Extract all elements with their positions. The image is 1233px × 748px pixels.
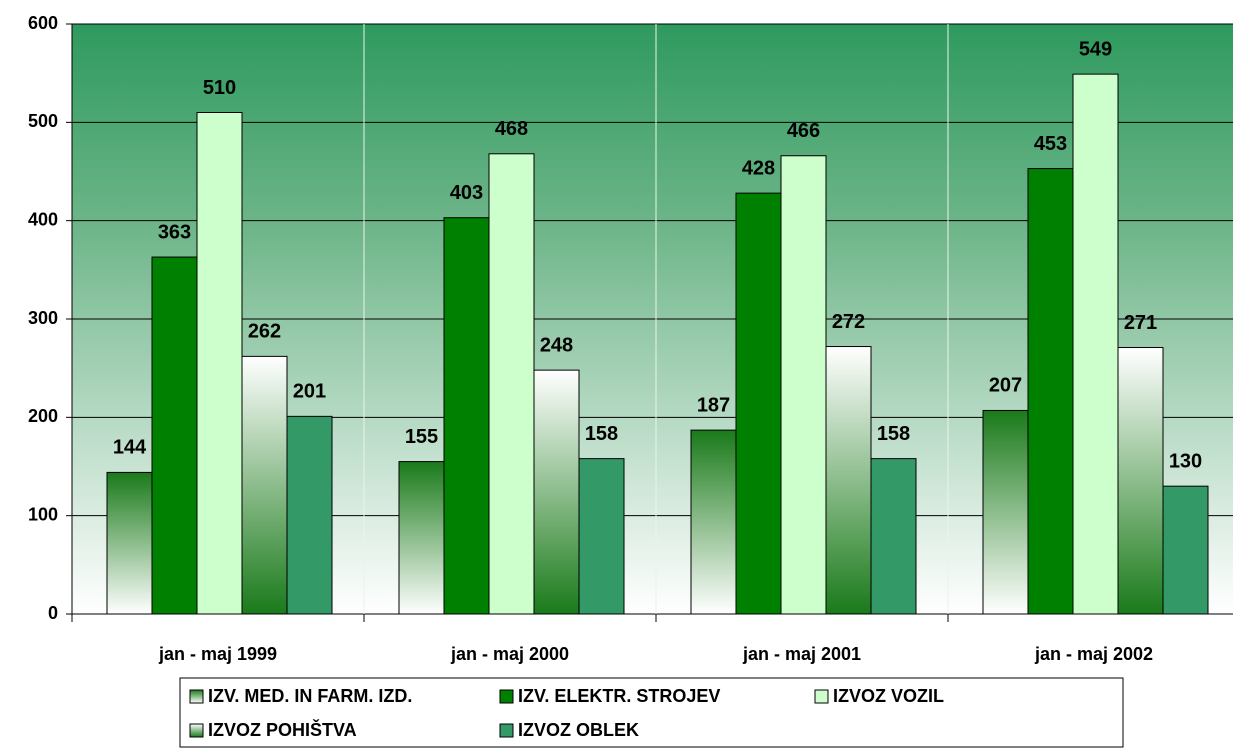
value-label: 155: [405, 426, 438, 448]
legend-swatch: [499, 723, 514, 738]
bar: [151, 256, 198, 615]
value-label: 403: [450, 182, 483, 204]
value-label: 468: [495, 118, 528, 140]
bar: [780, 155, 827, 615]
legend-label: IZVOZ POHIŠTVA: [208, 719, 357, 740]
x-tick-label: jan - maj 1999: [158, 644, 277, 664]
value-label: 144: [113, 437, 147, 459]
legend-swatch: [189, 689, 204, 704]
bar: [1027, 168, 1074, 615]
y-tick-label: 200: [28, 406, 58, 426]
value-label: 549: [1079, 38, 1112, 60]
value-label: 187: [697, 394, 730, 416]
bar: [241, 355, 288, 615]
value-label: 363: [158, 221, 191, 243]
legend-label: IZVOZ VOZIL: [833, 686, 944, 706]
bar: [578, 458, 625, 615]
y-tick-label: 500: [28, 111, 58, 131]
legend-swatch: [499, 689, 514, 704]
y-tick-label: 0: [48, 603, 58, 623]
x-tick-label: jan - maj 2001: [742, 644, 861, 664]
value-label: 272: [832, 311, 865, 333]
value-label: 130: [1169, 450, 1202, 472]
y-tick-label: 100: [28, 504, 58, 524]
bar: [106, 471, 153, 615]
x-tick-label: jan - maj 2000: [450, 644, 569, 664]
legend-swatch: [189, 723, 204, 738]
legend-label: IZVOZ OBLEK: [518, 720, 639, 740]
bar: [825, 346, 872, 615]
value-label: 158: [877, 423, 910, 445]
value-label: 248: [540, 334, 573, 356]
value-label: 262: [248, 321, 281, 343]
value-label: 428: [742, 157, 775, 179]
value-label: 453: [1034, 133, 1067, 155]
bar: [735, 192, 782, 615]
bar: [1162, 485, 1209, 615]
bar: [690, 429, 737, 615]
value-label: 158: [585, 423, 618, 445]
bar: [488, 153, 535, 615]
y-tick-label: 400: [28, 209, 58, 229]
bar: [1072, 73, 1119, 615]
value-label: 510: [203, 77, 236, 99]
bar: [398, 461, 445, 615]
x-tick-label: jan - maj 2002: [1034, 644, 1153, 664]
legend-box: [179, 677, 1124, 748]
value-label: 271: [1124, 312, 1157, 334]
bar: [870, 458, 917, 615]
y-tick-label: 300: [28, 308, 58, 328]
legend-swatch: [814, 689, 829, 704]
legend-label: IZV. MED. IN FARM. IZD.: [208, 686, 412, 706]
value-label: 207: [989, 375, 1022, 397]
bar: [982, 409, 1029, 615]
bar: [443, 217, 490, 615]
legend-label: IZV. ELEKTR. STROJEV: [518, 686, 720, 706]
value-label: 466: [787, 120, 820, 142]
bar: [1117, 347, 1164, 615]
bar: [196, 112, 243, 615]
bar: [533, 369, 580, 615]
y-tick-label: 600: [28, 13, 58, 33]
bar: [286, 415, 333, 615]
value-label: 201: [293, 381, 326, 403]
